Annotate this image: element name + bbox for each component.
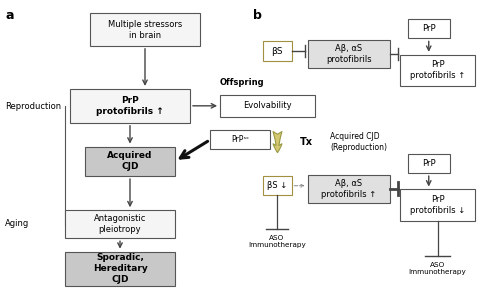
Text: a: a <box>5 9 14 22</box>
FancyBboxPatch shape <box>408 19 450 38</box>
Text: Aging: Aging <box>5 219 29 228</box>
FancyBboxPatch shape <box>408 154 450 173</box>
Text: b: b <box>252 9 262 22</box>
Text: PrP
protofibrils ↑: PrP protofibrils ↑ <box>96 96 164 116</box>
FancyBboxPatch shape <box>90 13 200 46</box>
FancyBboxPatch shape <box>85 147 175 176</box>
FancyBboxPatch shape <box>65 210 175 238</box>
Text: Sporadic,
Hereditary
CJD: Sporadic, Hereditary CJD <box>92 253 148 284</box>
Text: Acquired CJD
(Reproduction): Acquired CJD (Reproduction) <box>330 132 387 152</box>
Text: Multiple stressors
in brain: Multiple stressors in brain <box>108 20 182 40</box>
FancyBboxPatch shape <box>262 41 292 61</box>
Text: Reproduction: Reproduction <box>5 102 61 111</box>
Text: Aβ, αS
protofibrils ↑: Aβ, αS protofibrils ↑ <box>321 179 376 199</box>
Text: Evolvability: Evolvability <box>243 101 292 110</box>
Text: ASO
Immunotherapy: ASO Immunotherapy <box>248 235 306 248</box>
Text: Tx: Tx <box>300 137 313 147</box>
FancyBboxPatch shape <box>308 40 390 68</box>
FancyBboxPatch shape <box>308 175 390 203</box>
Text: Acquired
CJD: Acquired CJD <box>108 151 152 171</box>
Text: PrP
protofibrils ↑: PrP protofibrils ↑ <box>410 60 465 80</box>
FancyBboxPatch shape <box>400 189 475 221</box>
FancyBboxPatch shape <box>70 89 190 123</box>
Text: Antagonistic
pleiotropy: Antagonistic pleiotropy <box>94 214 146 234</box>
Text: Offspring: Offspring <box>220 78 264 87</box>
Text: βS ↓: βS ↓ <box>267 181 287 190</box>
Text: Aβ, αS
protofibrils: Aβ, αS protofibrils <box>326 44 372 64</box>
Text: PrP
protofibrils ↓: PrP protofibrils ↓ <box>410 195 465 215</box>
FancyBboxPatch shape <box>220 95 315 117</box>
Text: βS: βS <box>271 46 283 56</box>
Text: PrPˢᶜ: PrPˢᶜ <box>231 135 249 144</box>
FancyBboxPatch shape <box>210 130 270 149</box>
Text: PrP: PrP <box>422 159 436 168</box>
Text: PrP: PrP <box>422 24 436 33</box>
FancyBboxPatch shape <box>262 176 292 195</box>
FancyBboxPatch shape <box>400 55 475 86</box>
Text: ASO
Immunotherapy: ASO Immunotherapy <box>408 262 467 275</box>
FancyBboxPatch shape <box>65 252 175 286</box>
